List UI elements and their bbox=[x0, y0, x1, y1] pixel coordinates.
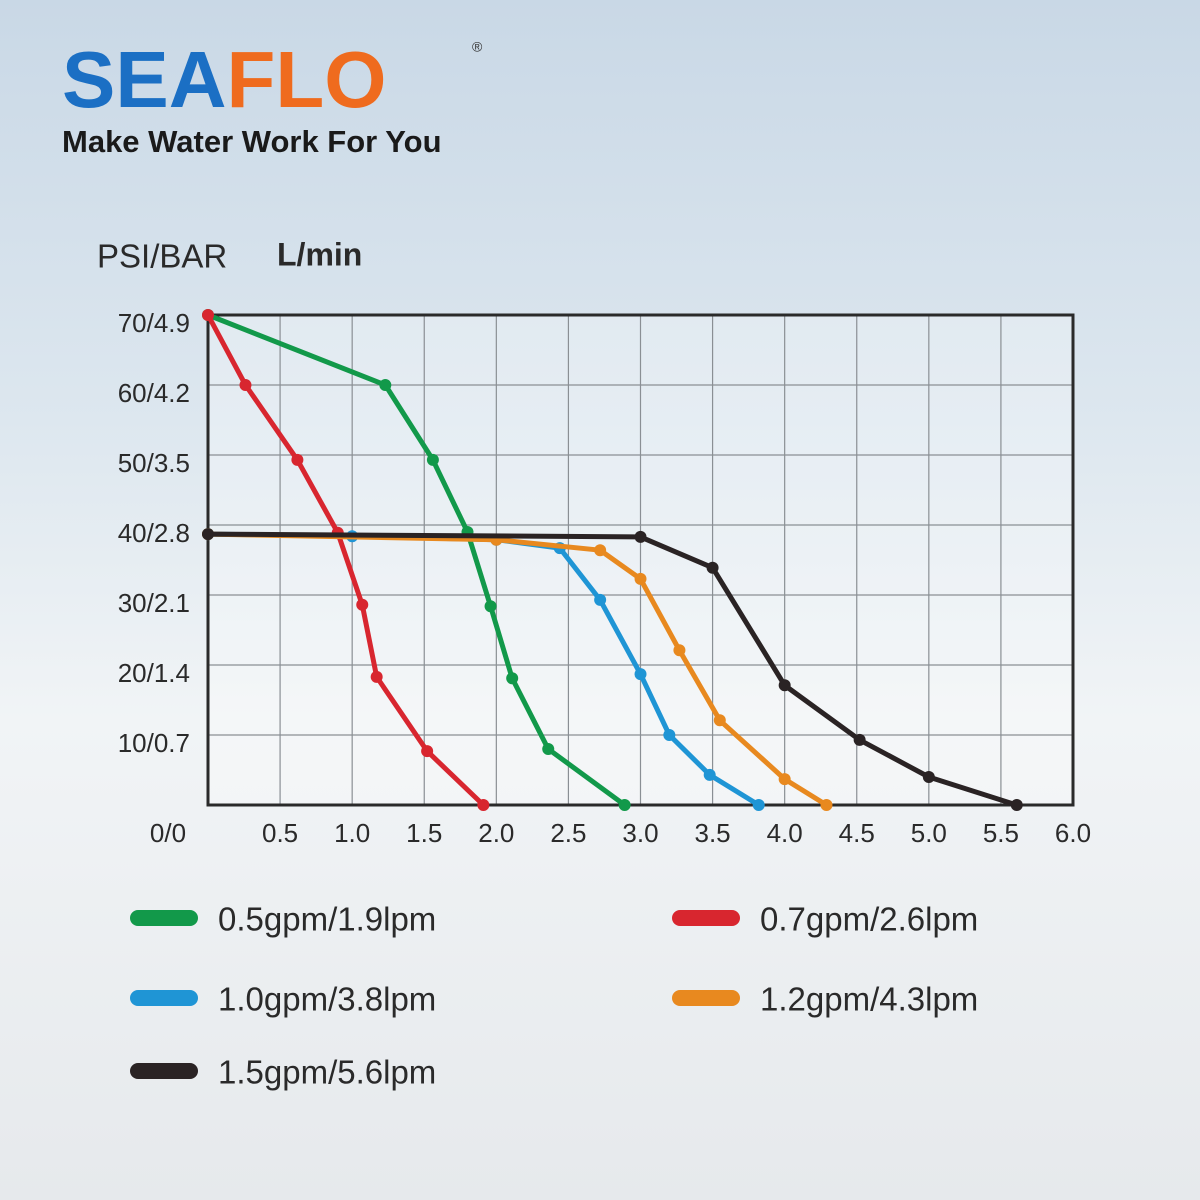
x-tick-label: 1.5 bbox=[406, 818, 442, 848]
data-point bbox=[634, 530, 647, 543]
y-tick-label: 40/2.8 bbox=[118, 518, 190, 548]
series-line bbox=[205, 531, 829, 808]
data-point bbox=[1010, 799, 1023, 811]
x-tick-label: 4.0 bbox=[767, 818, 803, 848]
x-tick-label: 3.0 bbox=[622, 818, 658, 848]
data-point bbox=[291, 453, 304, 466]
series-line bbox=[205, 312, 628, 808]
x-tick-label: 0.5 bbox=[262, 818, 298, 848]
x-tick-label: 2.0 bbox=[478, 818, 514, 848]
data-point bbox=[703, 768, 716, 781]
data-point bbox=[379, 379, 392, 391]
data-point bbox=[778, 773, 791, 786]
x-axis-label: L/min bbox=[277, 236, 362, 272]
registered: ® bbox=[472, 39, 483, 55]
x-tick-label: 5.5 bbox=[983, 818, 1019, 848]
data-point bbox=[752, 799, 765, 811]
data-point bbox=[634, 668, 647, 681]
data-point bbox=[477, 799, 490, 811]
x-tick-label: 4.5 bbox=[839, 818, 875, 848]
x-tick-label: 0/0 bbox=[150, 818, 186, 848]
series-line bbox=[205, 312, 486, 808]
data-point bbox=[594, 544, 607, 557]
y-axis-label: PSI/BAR bbox=[97, 238, 227, 275]
data-point bbox=[202, 309, 214, 321]
data-point bbox=[356, 598, 369, 611]
data-point bbox=[421, 745, 434, 758]
x-tick-label: 2.5 bbox=[550, 818, 586, 848]
data-point bbox=[673, 644, 686, 657]
y-tick-label: 60/4.2 bbox=[118, 378, 190, 408]
data-point bbox=[506, 672, 519, 685]
y-tick-label: 10/0.7 bbox=[118, 728, 190, 758]
data-point bbox=[370, 670, 383, 683]
data-point bbox=[706, 561, 719, 574]
y-tick-label: 20/1.4 bbox=[118, 658, 190, 688]
data-point bbox=[663, 729, 676, 741]
y-tick-label: 50/3.5 bbox=[118, 448, 190, 478]
legend-label: 0.7gpm/2.6lpm bbox=[760, 901, 978, 938]
legend-label: 1.0gpm/3.8lpm bbox=[218, 981, 436, 1018]
y-tick-label: 70/4.9 bbox=[118, 308, 190, 338]
data-point bbox=[778, 679, 791, 692]
data-point bbox=[618, 799, 631, 811]
logo-part: SEA bbox=[62, 35, 227, 124]
data-point bbox=[922, 771, 935, 783]
data-point bbox=[594, 593, 607, 606]
y-tick-label: 30/2.1 bbox=[118, 588, 190, 618]
x-tick-label: 3.5 bbox=[695, 818, 731, 848]
plot-frame bbox=[206, 313, 1075, 807]
data-point bbox=[239, 379, 252, 391]
logo-part: FLO bbox=[227, 35, 387, 124]
tagline: Make Water Work For You bbox=[62, 124, 442, 159]
x-tick-label: 6.0 bbox=[1055, 818, 1091, 848]
legend-label: 1.5gpm/5.6lpm bbox=[218, 1054, 436, 1091]
data-point bbox=[426, 453, 439, 466]
legend-label: 1.2gpm/4.3lpm bbox=[760, 981, 978, 1018]
logo: SEAFLO bbox=[62, 35, 386, 124]
legend-label: 0.5gpm/1.9lpm bbox=[218, 901, 436, 938]
data-point bbox=[713, 714, 726, 727]
data-point bbox=[820, 799, 833, 811]
data-point bbox=[853, 733, 866, 746]
x-tick-label: 5.0 bbox=[911, 818, 947, 848]
x-tick-label: 1.0 bbox=[334, 818, 370, 848]
data-point bbox=[542, 743, 555, 755]
data-point bbox=[202, 528, 214, 541]
data-point bbox=[484, 600, 497, 613]
data-point bbox=[634, 572, 647, 585]
